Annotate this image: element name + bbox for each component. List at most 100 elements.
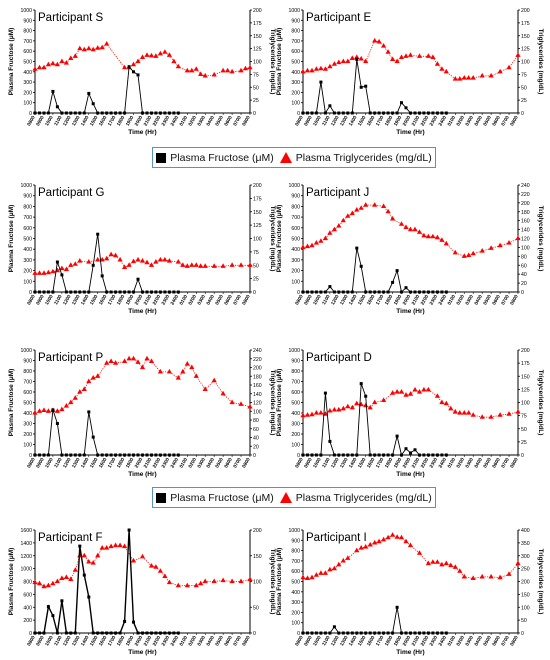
y2-tick-label: 125 xyxy=(253,47,262,53)
y2-tick-label: 20 xyxy=(253,444,259,450)
fructose-point xyxy=(91,435,95,439)
triglycerides-point xyxy=(443,560,449,566)
triglycerides-point xyxy=(416,53,423,58)
triglycerides-point xyxy=(63,60,69,65)
triglycerides-point xyxy=(104,545,110,550)
x-tick-label: 0800 xyxy=(294,457,305,470)
triglycerides-point xyxy=(313,66,319,71)
chart-title: Participant F xyxy=(38,532,103,544)
triglycerides-point xyxy=(452,76,458,81)
triglycerides-point xyxy=(122,543,128,549)
triglycerides-point xyxy=(372,202,378,207)
fructose-point xyxy=(301,453,305,457)
fructose-point xyxy=(158,631,162,635)
triglycerides-point xyxy=(367,541,373,547)
fructose-point xyxy=(69,290,73,294)
x-tick-label: 0800 xyxy=(509,457,520,470)
x-tick-label: 2000 xyxy=(402,115,413,128)
triglycerides-point xyxy=(318,570,324,575)
fructose-point xyxy=(337,111,341,115)
fructose-point xyxy=(373,290,377,294)
triglycerides-point xyxy=(238,262,244,267)
x-tick-label: 0700 xyxy=(232,115,243,128)
triglycerides-point xyxy=(430,233,436,239)
y-tick-label: 1000 xyxy=(20,348,32,354)
y-axis-title: Plasma Fructose (μM) xyxy=(8,369,15,437)
fructose-point xyxy=(114,631,118,635)
fructose-point xyxy=(328,285,332,289)
y-tick-label: 0 xyxy=(297,453,300,459)
triglycerides-point xyxy=(135,58,141,64)
x-tick-label: 1100 xyxy=(53,294,64,306)
x-tick-label: 2300 xyxy=(429,457,440,470)
y-tick-label: 200 xyxy=(23,432,32,438)
x-tick-label: 1700 xyxy=(107,294,118,307)
triglycerides-point xyxy=(77,389,83,394)
triglycerides-point xyxy=(166,52,172,57)
triglycerides-point xyxy=(313,572,319,577)
triglycerides-point xyxy=(157,568,163,573)
x-tick-label: 1000 xyxy=(312,635,323,648)
y-axis-title: Plasma Fructose (μM) xyxy=(8,548,15,616)
y2-tick-label: 150 xyxy=(521,34,530,40)
triglycerides-point xyxy=(331,61,337,66)
fructose-point xyxy=(404,447,408,451)
x-tick-label: 1400 xyxy=(348,635,359,648)
y-tick-label: 1200 xyxy=(20,554,32,560)
x-tick-label: 2400 xyxy=(170,115,181,128)
x-tick-label: 0900 xyxy=(35,115,46,128)
y-tick-label: 0 xyxy=(29,290,32,296)
fructose-point xyxy=(105,453,109,457)
fructose-point xyxy=(323,111,327,115)
triglycerides-point xyxy=(381,536,387,542)
fructose-point xyxy=(38,453,41,457)
triglycerides-point xyxy=(331,406,337,412)
triglycerides-point xyxy=(457,76,463,81)
triglycerides-point xyxy=(59,265,65,271)
fructose-point xyxy=(364,631,368,635)
fructose-point xyxy=(114,111,118,115)
y2-tick-label: 100 xyxy=(253,580,262,586)
x-tick-label: 1200 xyxy=(62,635,73,648)
x-tick-label: 0800 xyxy=(26,457,37,470)
triglycerides-point xyxy=(488,245,494,250)
y2-tick-label: 0 xyxy=(521,631,524,637)
triglycerides-point xyxy=(452,249,458,255)
triglycerides-point xyxy=(381,203,387,208)
triglycerides-point xyxy=(157,50,163,56)
chart-panel: 0100200300400500600700800900100002550751… xyxy=(8,183,276,315)
triglycerides-point xyxy=(95,45,101,50)
y2-tick-label: 50 xyxy=(253,263,259,269)
fructose-point xyxy=(118,111,122,115)
y-tick-label: 900 xyxy=(23,359,32,365)
fructose-series-line xyxy=(303,607,447,634)
x-tick-label: 1500 xyxy=(89,115,100,128)
fructose-point xyxy=(350,631,354,635)
y2-tick-label: 150 xyxy=(253,554,262,560)
fructose-point xyxy=(172,453,176,457)
triglycerides-point xyxy=(497,242,503,248)
y2-tick-label: 175 xyxy=(521,21,530,27)
chart-panel: 0100200300400500600700800900100002040608… xyxy=(276,183,544,315)
fructose-point xyxy=(55,631,59,635)
fructose-point xyxy=(150,453,153,457)
triglycerides-point xyxy=(86,45,92,51)
fructose-point xyxy=(158,453,162,457)
y2-tick-label: 25 xyxy=(253,277,259,283)
triglycerides-point xyxy=(202,578,208,584)
y2-tick-label: 200 xyxy=(253,8,262,14)
triglycerides-point xyxy=(202,386,208,391)
triglycerides-point xyxy=(229,578,235,584)
y-tick-label: 1000 xyxy=(288,528,300,534)
triglycerides-point xyxy=(148,358,155,363)
triglycerides-point xyxy=(421,386,427,392)
triglycerides-point xyxy=(63,403,69,408)
triglycerides-point xyxy=(198,263,204,268)
fructose-point xyxy=(64,111,68,115)
chart-panel: 0100200300400500600700800900100002040608… xyxy=(8,348,276,478)
x-tick-label: 1100 xyxy=(321,294,332,306)
x-tick-label: 0300 xyxy=(464,635,475,648)
x-tick-label: 1200 xyxy=(62,457,73,470)
triglycerides-point xyxy=(72,395,78,400)
y-tick-label: 700 xyxy=(291,380,300,386)
